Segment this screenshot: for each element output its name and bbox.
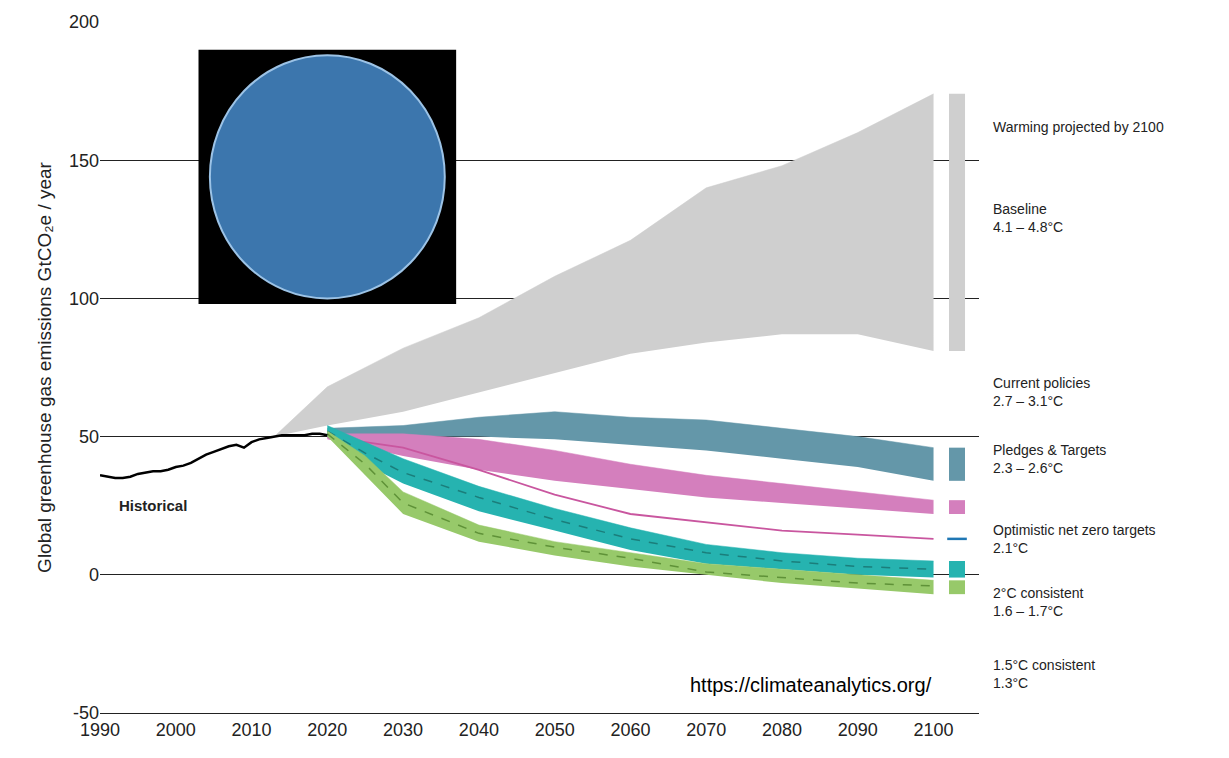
svg-text:2050: 2050 — [535, 720, 575, 740]
svg-text:2000: 2000 — [156, 720, 196, 740]
svg-text:0: 0 — [89, 565, 99, 585]
svg-text:200: 200 — [69, 12, 99, 32]
svg-text:Global greenhouse gas emission: Global greenhouse gas emissions GtCO₂e /… — [34, 161, 55, 572]
svg-text:2070: 2070 — [686, 720, 726, 740]
svg-text:2040: 2040 — [459, 720, 499, 740]
svg-text:2020: 2020 — [307, 720, 347, 740]
svg-text:2°C consistent1.6 – 1.7°C: 2°C consistent1.6 – 1.7°C — [993, 585, 1084, 619]
svg-text:2100: 2100 — [914, 720, 954, 740]
svg-text:150: 150 — [69, 151, 99, 171]
svg-text:Pledges & Targets2.3 – 2.6°C: Pledges & Targets2.3 – 2.6°C — [993, 442, 1106, 476]
svg-text:50: 50 — [79, 427, 99, 447]
svg-text:Current policies2.7 – 3.1°C: Current policies2.7 – 3.1°C — [993, 375, 1090, 409]
svg-text:Warming projected by 2100: Warming projected by 2100 — [993, 119, 1164, 135]
svg-text:-50: -50 — [73, 703, 99, 723]
svg-text:2080: 2080 — [762, 720, 802, 740]
svg-text:Baseline4.1 – 4.8°C: Baseline4.1 – 4.8°C — [993, 201, 1063, 235]
svg-text:Historical: Historical — [119, 497, 187, 514]
svg-text:2030: 2030 — [383, 720, 423, 740]
svg-text:Optimistic net zero targets2.1: Optimistic net zero targets2.1°C — [993, 522, 1156, 556]
svg-text:https://climateanalytics.org/: https://climateanalytics.org/ — [690, 674, 932, 696]
svg-text:100: 100 — [69, 289, 99, 309]
svg-text:2090: 2090 — [838, 720, 878, 740]
svg-text:2010: 2010 — [232, 720, 272, 740]
svg-text:2060: 2060 — [610, 720, 650, 740]
svg-text:1.5°C consistent1.3°C: 1.5°C consistent1.3°C — [993, 657, 1095, 691]
svg-text:1990: 1990 — [80, 720, 120, 740]
